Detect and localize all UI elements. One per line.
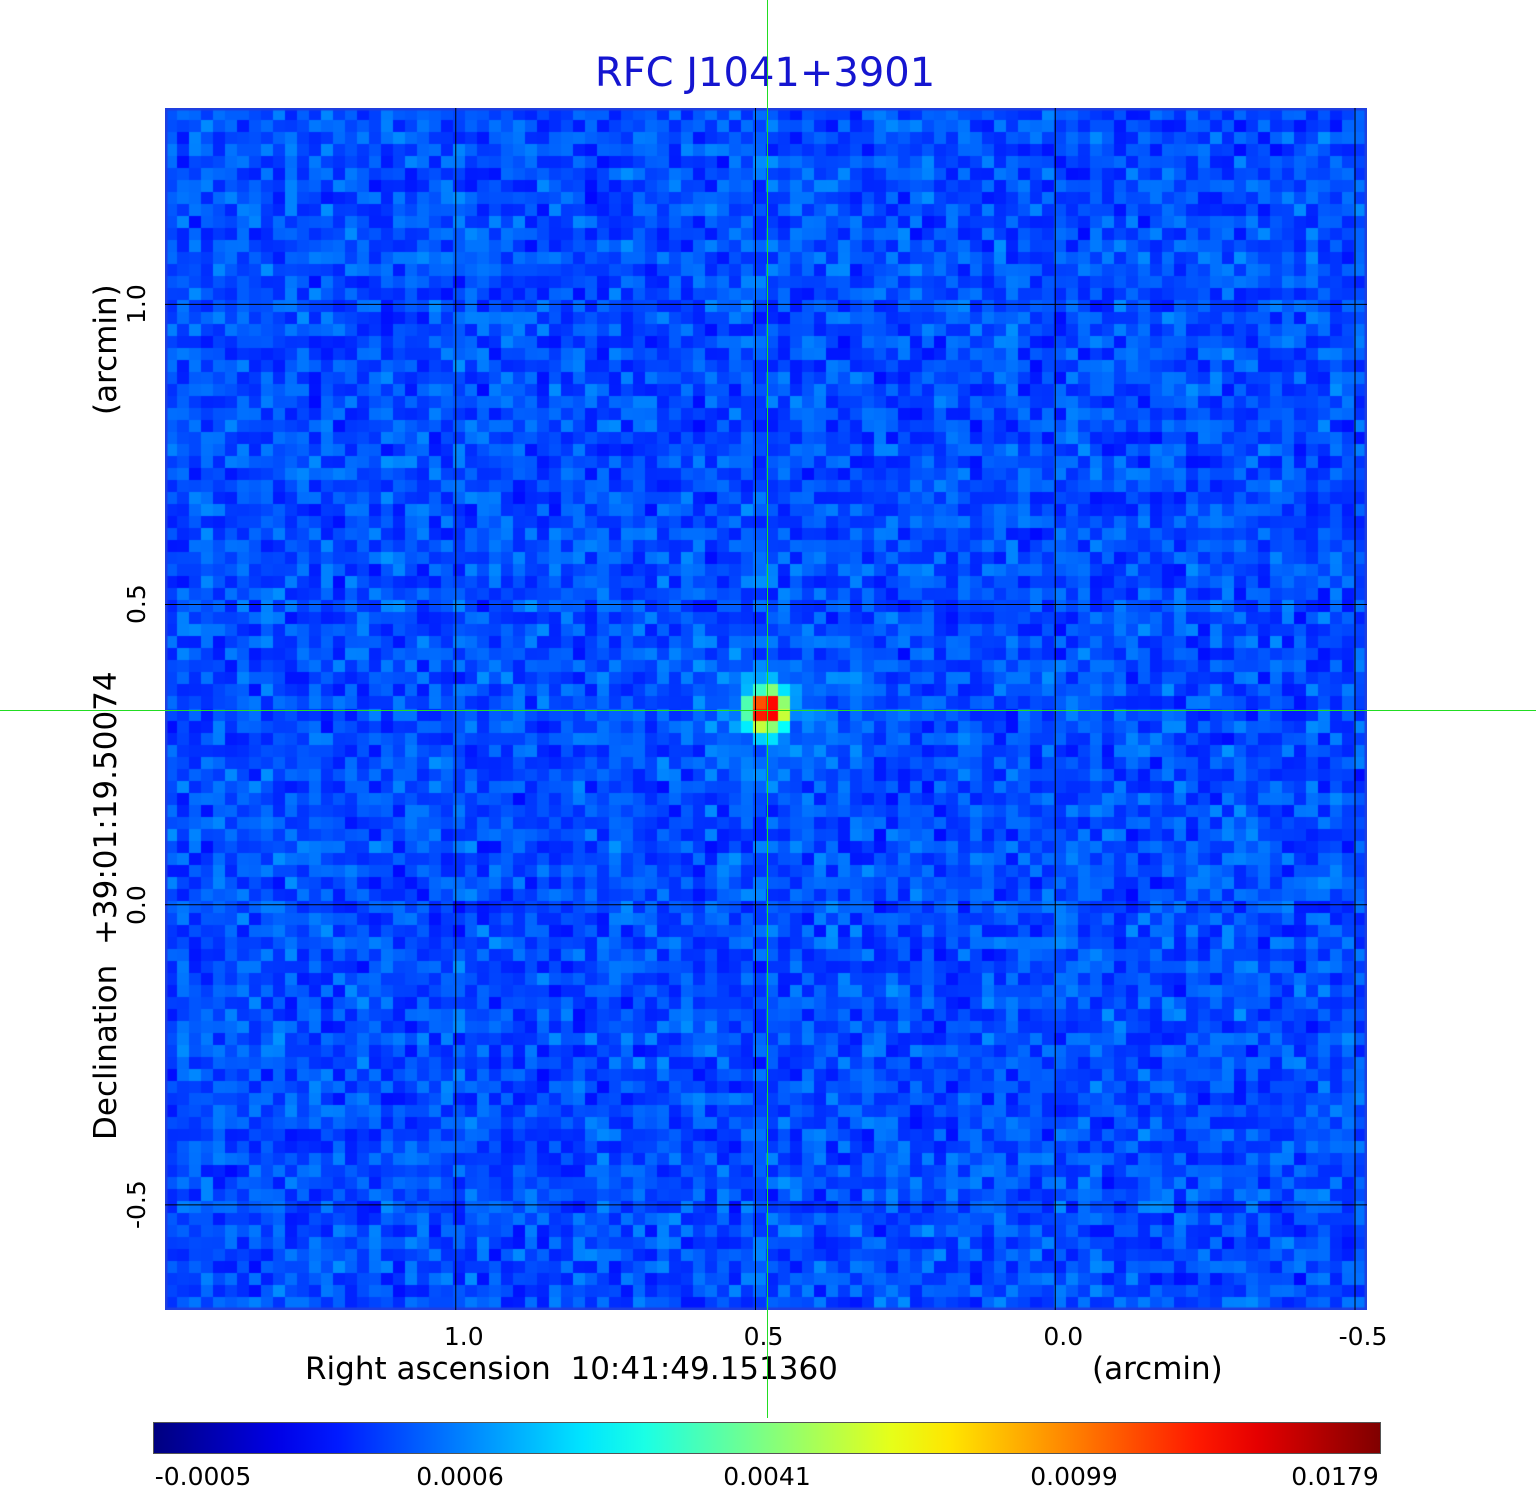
colorbar-tick-label: 0.0179 bbox=[1291, 1462, 1379, 1491]
colorbar bbox=[153, 1422, 1381, 1454]
chart-title: RFC J1041+3901 bbox=[594, 50, 936, 96]
x-axis-unit: (arcmin) bbox=[1092, 1351, 1223, 1387]
y-tick-label: 0.0 bbox=[122, 884, 151, 925]
colorbar-tick-label: 0.0006 bbox=[416, 1462, 504, 1491]
image-map-pixels bbox=[165, 108, 1367, 1310]
x-axis-label: Right ascension 10:41:49.151360 bbox=[305, 1351, 838, 1387]
y-tick-label: -0.5 bbox=[122, 1180, 151, 1230]
x-tick-label: -0.5 bbox=[1338, 1322, 1388, 1351]
x-tick-label: 0.0 bbox=[1043, 1322, 1084, 1351]
y-tick-label: 0.5 bbox=[122, 584, 151, 625]
y-axis-label: Declination +39:01:19.50074 bbox=[88, 671, 124, 1140]
colorbar-tick-label: -0.0005 bbox=[154, 1462, 252, 1491]
y-tick-label: 1.0 bbox=[122, 284, 151, 325]
colorbar-tick-label: 0.0041 bbox=[723, 1462, 811, 1491]
crosshair-horizontal bbox=[0, 710, 1536, 711]
image-map bbox=[165, 108, 1367, 1310]
y-axis-unit: (arcmin) bbox=[88, 284, 124, 415]
x-tick-label: 0.5 bbox=[743, 1322, 784, 1351]
x-tick-label: 1.0 bbox=[443, 1322, 484, 1351]
map-overlay bbox=[165, 108, 1367, 1310]
crosshair-vertical bbox=[767, 0, 768, 1418]
colorbar-tick-label: 0.0099 bbox=[1030, 1462, 1118, 1491]
